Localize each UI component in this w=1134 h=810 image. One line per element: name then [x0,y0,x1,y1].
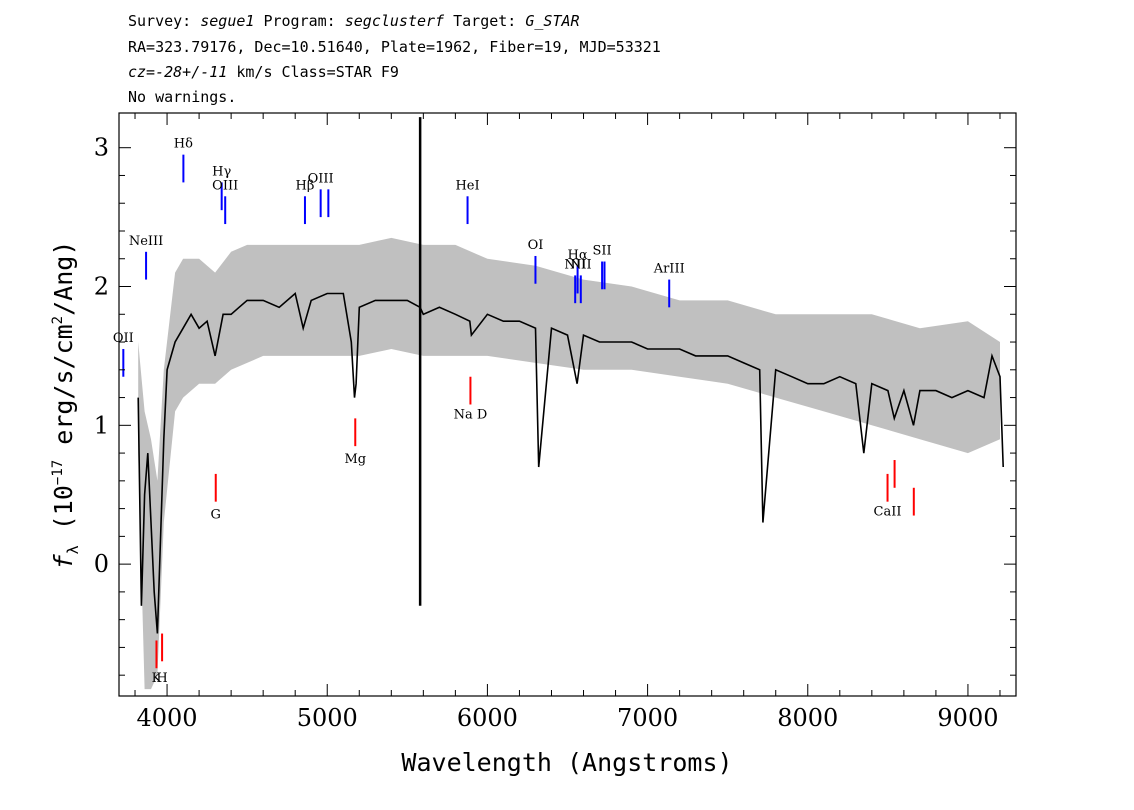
cz-value: -28+/-11 [155,63,228,81]
line-marker-label: Hγ [212,164,231,179]
x-tick-label: 7000 [617,704,678,732]
y-tick-label: 2 [94,273,109,301]
line-marker-label: G [211,507,221,522]
cz-label: cz= [128,63,156,81]
y-tick-label: 0 [94,550,109,578]
x-tick-label: 5000 [297,704,358,732]
line-marker-label: CaII [874,505,902,520]
line-marker-label: NeIII [129,234,163,249]
line-marker-label: NII [570,257,592,272]
line-marker-label: ArIII [653,262,685,277]
line-marker-label: NII [564,257,586,272]
x-tick-label: 9000 [937,704,998,732]
x-tick-label: 6000 [457,704,518,732]
header-line-class: cz=-28+/-11 km/s Class=STAR F9 [128,63,399,81]
program-value: segclusterf [344,12,445,30]
error-band [138,237,1000,690]
header-line-warnings: No warnings. [128,88,237,106]
flux-line [137,292,1004,634]
y-tick-label: 1 [94,411,109,439]
cz-rest: km/s Class=STAR F9 [227,63,399,81]
y-axis-label: fλ (10−17 erg/s/cm2/Ang) [49,241,82,570]
line-marker-label: OI [528,238,544,253]
target-value: G_STAR [525,12,580,30]
line-marker-label: Mg [344,452,366,467]
line-marker-label: OII [113,331,134,346]
target-label: Target: [444,12,526,30]
survey-label: Survey: [128,12,201,30]
line-marker-label: Hβ [296,178,315,193]
line-marker-label: Na D [454,407,488,422]
line-marker-label: OIII [212,178,238,193]
header-line-survey: Survey: segue1 Program: segclusterf Targ… [128,12,580,30]
line-marker-label: SII [593,244,612,259]
line-marker-label: K [152,671,162,686]
line-marker-label: Hδ [174,137,193,152]
x-tick-label: 4000 [137,704,198,732]
plot-frame [118,112,1017,697]
x-axis-label: Wavelength (Angstroms) [401,748,732,777]
line-marker-label: HeI [455,178,479,193]
line-marker-label: Hα [568,248,588,263]
header-line-coords: RA=323.79176, Dec=10.51640, Plate=1962, … [128,38,661,56]
x-tick-label: 8000 [777,704,838,732]
program-label: Program: [254,12,345,30]
survey-value: segue1 [200,12,255,30]
line-marker-label: OIII [308,171,334,186]
y-tick-label: 3 [94,134,109,162]
line-marker-label: H [156,671,167,686]
